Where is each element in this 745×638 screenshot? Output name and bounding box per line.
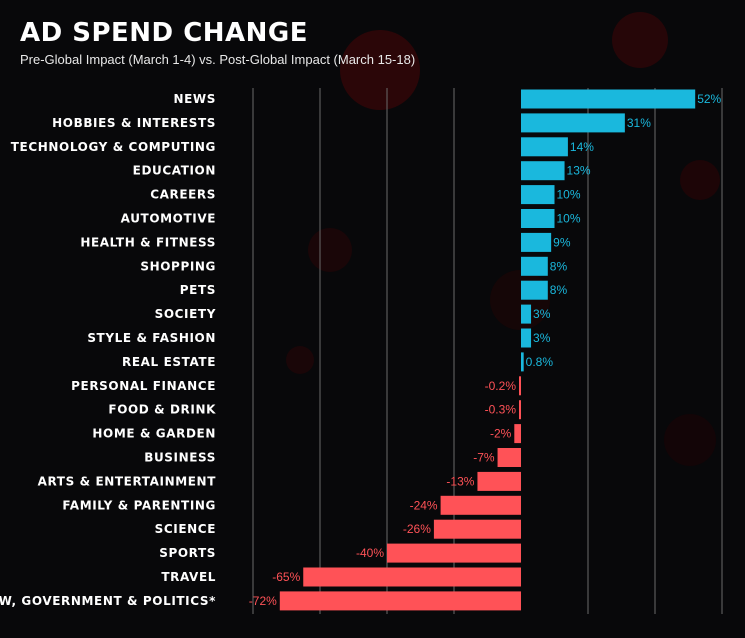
category-label-society: SOCIETY: [155, 307, 216, 321]
category-label-personal-finance: PERSONAL FINANCE: [71, 379, 216, 393]
bar-home-garden: [514, 424, 521, 444]
bar-careers: [521, 185, 555, 205]
value-label-hobbies-interests: 31%: [627, 116, 651, 130]
value-label-real-estate: 0.8%: [526, 355, 554, 369]
category-label-style-fashion: STYLE & FASHION: [87, 331, 216, 345]
bar-pets: [521, 280, 548, 300]
bars: [279, 89, 696, 611]
value-label-arts-entertainment: -13%: [446, 474, 474, 488]
chart-subtitle: Pre-Global Impact (March 1-4) vs. Post-G…: [20, 52, 416, 67]
category-labels: NEWS HOBBIES & INTERESTS TECHNOLOGY & COMP…: [0, 92, 216, 608]
bar-food-drink: [519, 400, 521, 420]
bar-real-estate: [521, 352, 524, 372]
category-label-hobbies-interests: HOBBIES & INTERESTS: [52, 116, 216, 130]
category-label-real-estate: REAL ESTATE: [122, 355, 216, 369]
bar-automotive: [521, 209, 555, 228]
category-label-shopping: SHOPPING: [140, 259, 216, 273]
bar-hobbies-interests: [521, 113, 625, 133]
category-label-law-government-politics: LAW, GOVERNMENT & POLITICS*: [0, 594, 216, 608]
value-label-family-parenting: -24%: [410, 498, 438, 512]
value-label-travel: -65%: [272, 570, 300, 584]
category-label-careers: CAREERS: [150, 188, 216, 202]
bar-education: [521, 161, 565, 181]
category-label-home-garden: HOME & GARDEN: [92, 427, 216, 441]
value-label-society: 3%: [533, 307, 551, 321]
bar-technology-computing: [521, 137, 568, 157]
category-label-travel: TRAVEL: [161, 570, 216, 584]
value-label-automotive: 10%: [557, 212, 581, 226]
bar-shopping: [521, 256, 548, 276]
bar-style-fashion: [521, 328, 532, 348]
category-label-food-drink: FOOD & DRINK: [108, 403, 216, 417]
bar-family-parenting: [440, 495, 521, 515]
category-label-sports: SPORTS: [159, 546, 216, 560]
category-label-automotive: AUTOMOTIVE: [121, 212, 216, 226]
bar-arts-entertainment: [477, 471, 521, 491]
category-label-education: EDUCATION: [133, 164, 216, 178]
value-label-law-government-politics: -72%: [249, 594, 277, 608]
category-label-arts-entertainment: ARTS & ENTERTAINMENT: [38, 474, 217, 488]
category-label-science: SCIENCE: [155, 522, 216, 536]
value-labels: 52% 31% 14% 13% 10% 10% 9% 8% 8% 3% 3% 0.8% -0.2% -0.…: [249, 92, 722, 608]
bar-society: [521, 304, 532, 324]
value-label-food-drink: -0.3%: [485, 403, 517, 417]
value-label-style-fashion: 3%: [533, 331, 551, 345]
value-label-health-fitness: 9%: [553, 235, 571, 249]
value-label-personal-finance: -0.2%: [485, 379, 517, 393]
bar-law-government-politics: [279, 591, 521, 611]
value-label-careers: 10%: [557, 188, 581, 202]
value-label-shopping: 8%: [550, 259, 568, 273]
value-label-business: -7%: [473, 451, 495, 465]
bar-personal-finance: [519, 376, 521, 396]
value-label-home-garden: -2%: [490, 427, 512, 441]
bar-sports: [387, 543, 521, 563]
bar-health-fitness: [521, 232, 552, 252]
value-label-technology-computing: 14%: [570, 140, 594, 154]
value-label-education: 13%: [567, 164, 591, 178]
category-label-technology-computing: TECHNOLOGY & COMPUTING: [11, 140, 216, 154]
value-label-science: -26%: [403, 522, 431, 536]
bar-business: [497, 448, 521, 467]
value-label-sports: -40%: [356, 546, 384, 560]
category-label-health-fitness: HEALTH & FITNESS: [80, 235, 216, 249]
bar-news: [521, 89, 696, 109]
value-label-news: 52%: [697, 92, 721, 106]
category-label-family-parenting: FAMILY & PARENTING: [62, 498, 216, 512]
chart-title: AD SPEND CHANGE: [20, 18, 309, 48]
category-label-pets: PETS: [180, 283, 216, 297]
value-label-pets: 8%: [550, 283, 568, 297]
category-label-business: BUSINESS: [144, 451, 216, 465]
bar-travel: [303, 567, 521, 587]
bar-science: [433, 519, 521, 539]
category-label-news: NEWS: [173, 92, 216, 106]
